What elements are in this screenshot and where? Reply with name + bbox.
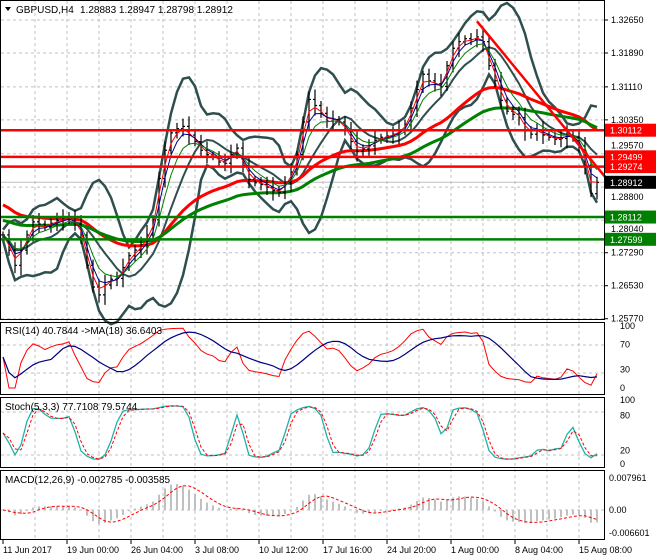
resistance-price-label: 1.29274 xyxy=(610,162,643,172)
price-tick-label: 1.30350 xyxy=(611,115,644,125)
price-tick-label: 1.28800 xyxy=(611,192,644,202)
price-tick-label: 1.25770 xyxy=(611,314,644,324)
rsi-tick-label: 70 xyxy=(620,340,630,350)
price-tick-label: 1.31110 xyxy=(611,82,642,92)
price-bar xyxy=(361,144,365,157)
time-tick-label: 11 Jun 2017 xyxy=(3,545,52,555)
bollinger-upper-band xyxy=(2,1,598,250)
price-bar xyxy=(301,116,305,161)
stochastic-panel[interactable] xyxy=(2,405,598,461)
stoch-signal-line xyxy=(2,405,597,460)
time-tick-label: 8 Aug 04:00 xyxy=(515,545,563,555)
stoch-tick-label: 80 xyxy=(620,411,630,421)
time-tick-label: 1 Aug 00:00 xyxy=(451,545,499,555)
resistance-price-label: 1.29499 xyxy=(610,152,643,162)
resistance-price-box xyxy=(605,160,656,174)
macd-tick-label: 0.007961 xyxy=(609,473,647,483)
macd-tick-label: -0.006601 xyxy=(609,528,650,538)
stoch-main-line xyxy=(2,405,598,461)
support-price-box xyxy=(605,232,656,246)
price-bar xyxy=(19,240,23,276)
price-tick-label: 1.27290 xyxy=(611,248,644,258)
resistance-price-label: 1.30112 xyxy=(610,126,642,136)
time-tick-label: 26 Jun 04:00 xyxy=(131,545,183,555)
rsi-tick-label: 0 xyxy=(620,383,625,393)
time-tick-label: 3 Jul 08:00 xyxy=(195,545,239,555)
price-bar xyxy=(97,279,101,303)
price-bar xyxy=(463,35,467,46)
time-tick-label: 24 Jul 20:00 xyxy=(387,545,436,555)
price-tick-label: 1.31890 xyxy=(611,48,644,58)
time-tick-label: 15 Aug 08:00 xyxy=(579,545,632,555)
ma-fast-green xyxy=(2,43,598,278)
chart-symbol: GBPUSD,H4 xyxy=(16,5,74,16)
bollinger-middle-band xyxy=(2,46,598,278)
ma-fast-blue xyxy=(2,39,598,284)
macd-panel[interactable] xyxy=(2,484,598,525)
panel-frames xyxy=(0,0,605,540)
price-bar xyxy=(535,123,539,141)
trendline xyxy=(476,20,610,183)
support-price-box xyxy=(605,210,656,224)
stoch-tick-label: 0 xyxy=(620,459,625,469)
price-bar xyxy=(103,274,107,305)
resistance-price-box xyxy=(605,150,656,164)
chart-ohlc: 1.28883 1.28947 1.28798 1.28912 xyxy=(80,5,233,16)
price-bar xyxy=(595,176,599,200)
ma-fast-red xyxy=(2,37,598,290)
stoch-tick-label: 20 xyxy=(620,445,630,455)
support-price-label: 1.28112 xyxy=(610,213,642,223)
rsi-panel[interactable] xyxy=(2,327,598,389)
current-price-label: 1.28912 xyxy=(610,178,643,188)
rsi-title: RSI(14) 40.7844 ->MA(18) 36.6403 xyxy=(5,326,162,337)
stoch-title: Stoch(5,3,3) 77.7108 79.5744 xyxy=(5,402,138,413)
support-price-label: 1.27599 xyxy=(610,235,643,245)
time-tick-label: 10 Jul 12:00 xyxy=(259,545,308,555)
price-bar xyxy=(229,144,233,174)
time-tick-label: 19 Jun 00:00 xyxy=(67,545,119,555)
dropdown-triangle-icon[interactable] xyxy=(5,7,11,11)
price-bar xyxy=(313,89,317,116)
ma-slow-green xyxy=(2,106,598,244)
price-bar xyxy=(319,100,323,118)
price-tick-label: 1.28040 xyxy=(611,224,644,234)
time-tick-label: 17 Jul 16:00 xyxy=(323,545,372,555)
macd-tick-label: 0.00 xyxy=(609,505,627,515)
resistance-price-box xyxy=(605,123,656,137)
rsi-tick-label: 100 xyxy=(620,321,635,331)
price-tick-label: 1.32650 xyxy=(611,15,644,25)
price-panel[interactable] xyxy=(1,1,610,326)
macd-title: MACD(12,26,9) -0.002785 -0.003585 xyxy=(5,475,171,486)
price-bar xyxy=(427,68,431,87)
rsi-ma-line xyxy=(2,331,598,381)
axes: 1.32650 1.31890 1.31110 1.30350 1.29570 1.288… xyxy=(2,15,656,555)
rsi-tick-label: 30 xyxy=(620,364,630,374)
stoch-tick-label: 100 xyxy=(620,395,635,405)
price-tick-label: 1.29570 xyxy=(611,141,644,151)
price-tick-label: 1.26530 xyxy=(611,281,644,291)
rsi-line xyxy=(2,327,598,389)
bollinger-lower-band xyxy=(1,71,599,326)
current-price-box xyxy=(605,175,656,189)
